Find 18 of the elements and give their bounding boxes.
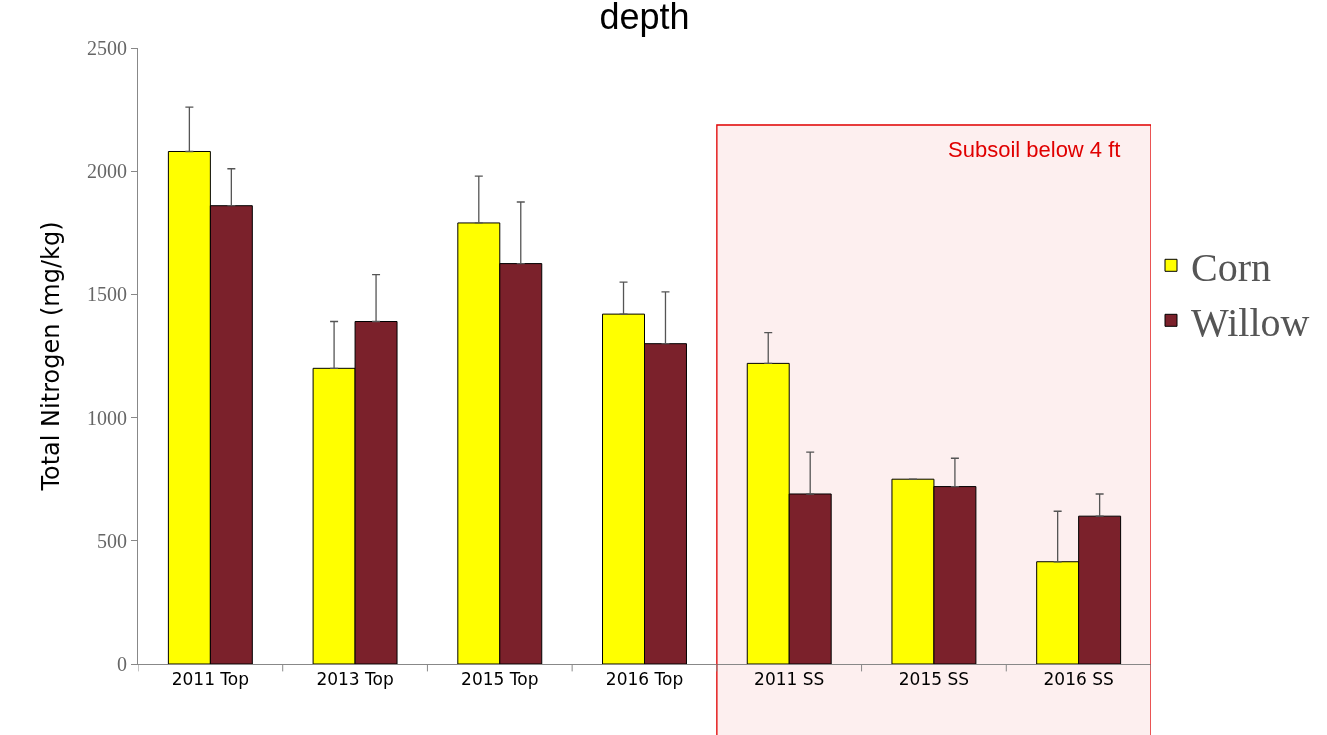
y-tick-label: 500 bbox=[97, 529, 127, 552]
y-tick-label: 2000 bbox=[87, 160, 127, 183]
band-label: Subsoil below 4 ft bbox=[948, 137, 1121, 162]
legend-label: Corn bbox=[1191, 244, 1271, 290]
y-tick-label: 1000 bbox=[87, 406, 127, 429]
y-tick-label: 1500 bbox=[87, 283, 127, 306]
x-tick-label: 2011 Top bbox=[171, 669, 250, 690]
x-tick-label: 2016 Top bbox=[605, 669, 684, 690]
x-tick-label: 2016 SS bbox=[1043, 669, 1114, 690]
y-tick-label: 0 bbox=[117, 653, 127, 675]
legend-label: Willow bbox=[1191, 299, 1310, 345]
x-tick-label: 2013 Top bbox=[316, 669, 394, 690]
x-tick-label: 2011 SS bbox=[754, 669, 825, 690]
y-axis-title: Total Nitrogen (mg/kg) bbox=[37, 221, 66, 492]
y-tick-label: 2500 bbox=[87, 37, 127, 59]
x-tick-label: 2015 SS bbox=[898, 669, 970, 690]
chart-title: depth bbox=[599, 0, 690, 37]
x-tick-label: 2015 Top bbox=[461, 669, 539, 690]
